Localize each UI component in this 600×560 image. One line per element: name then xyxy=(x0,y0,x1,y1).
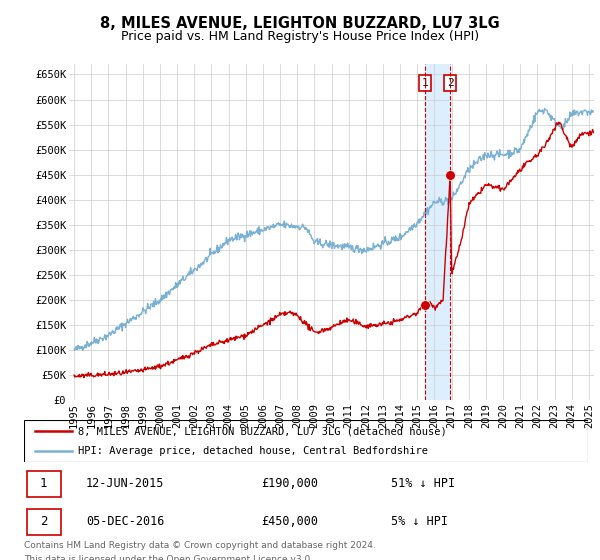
Text: Price paid vs. HM Land Registry's House Price Index (HPI): Price paid vs. HM Land Registry's House … xyxy=(121,30,479,43)
Text: £190,000: £190,000 xyxy=(261,477,318,491)
Text: £450,000: £450,000 xyxy=(261,515,318,529)
Text: 51% ↓ HPI: 51% ↓ HPI xyxy=(391,477,455,491)
Bar xyxy=(425,64,450,400)
Text: This data is licensed under the Open Government Licence v3.0.: This data is licensed under the Open Gov… xyxy=(24,555,313,560)
Text: 5% ↓ HPI: 5% ↓ HPI xyxy=(391,515,448,529)
Text: 8, MILES AVENUE, LEIGHTON BUZZARD, LU7 3LG: 8, MILES AVENUE, LEIGHTON BUZZARD, LU7 3… xyxy=(100,16,500,31)
Text: 05-DEC-2016: 05-DEC-2016 xyxy=(86,515,164,529)
Text: 2: 2 xyxy=(447,78,454,88)
Text: 8, MILES AVENUE, LEIGHTON BUZZARD, LU7 3LG (detached house): 8, MILES AVENUE, LEIGHTON BUZZARD, LU7 3… xyxy=(77,426,446,436)
Text: 1: 1 xyxy=(421,78,428,88)
Bar xyxy=(27,509,61,535)
Text: 12-JUN-2015: 12-JUN-2015 xyxy=(86,477,164,491)
Text: 2: 2 xyxy=(40,515,47,529)
Text: HPI: Average price, detached house, Central Bedfordshire: HPI: Average price, detached house, Cent… xyxy=(77,446,428,456)
Bar xyxy=(27,471,61,497)
Text: Contains HM Land Registry data © Crown copyright and database right 2024.: Contains HM Land Registry data © Crown c… xyxy=(24,541,376,550)
Text: 1: 1 xyxy=(40,477,47,491)
